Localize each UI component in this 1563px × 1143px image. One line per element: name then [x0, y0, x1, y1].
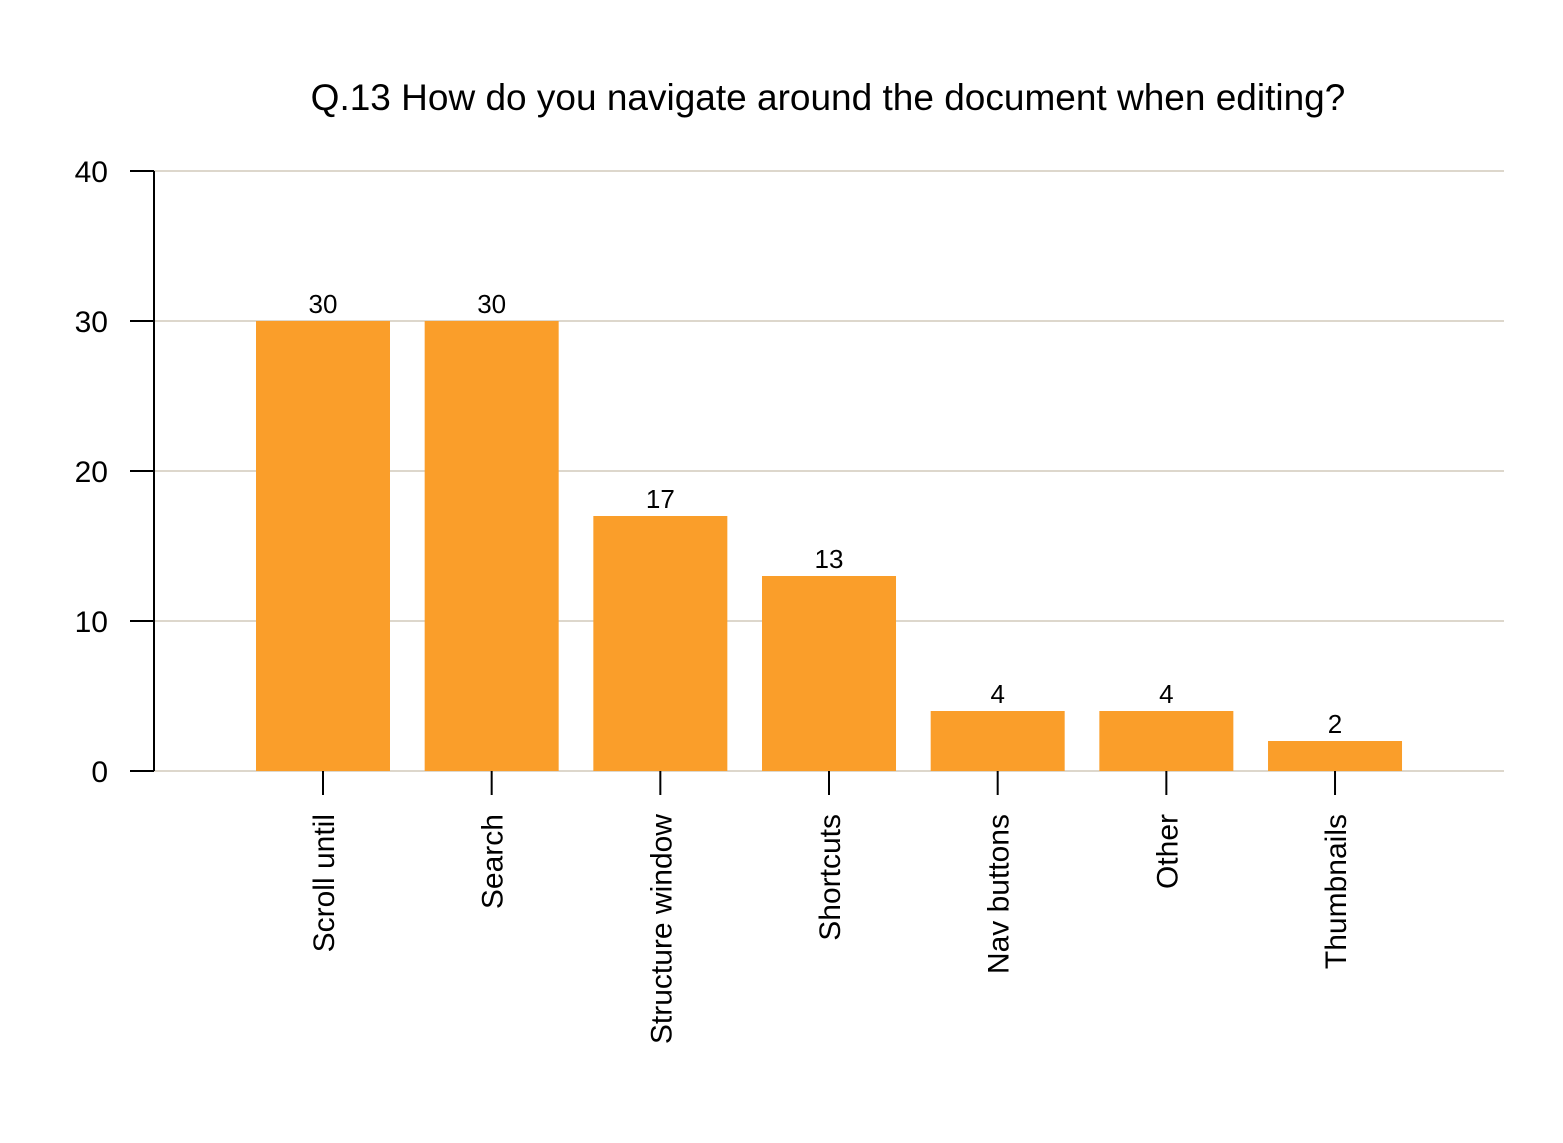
- data-label: 2: [1328, 709, 1342, 739]
- bar: [256, 321, 390, 771]
- labels: 0 10 20 30 40 30 Scroll until 30 Search 17 Structu…: [75, 156, 1353, 1044]
- x-category-label: Shortcuts: [814, 814, 847, 941]
- data-label: 13: [815, 544, 844, 574]
- data-label: 17: [646, 484, 675, 514]
- bar: [593, 516, 728, 771]
- data-label: 4: [1159, 679, 1173, 709]
- chart-title: Q.13 How do you navigate around the docu…: [311, 77, 1346, 118]
- y-tick-label: 40: [75, 156, 108, 189]
- x-category-label: Nav buttons: [983, 814, 1016, 974]
- x-category-label: Other: [1151, 814, 1184, 889]
- bar: [762, 576, 897, 771]
- bar: [1099, 711, 1234, 771]
- y-tick-label: 10: [75, 606, 108, 639]
- bar: [424, 321, 559, 771]
- data-label: 4: [990, 679, 1004, 709]
- data-label: 30: [309, 289, 338, 319]
- y-tick-label: 20: [75, 456, 108, 489]
- y-tick-label: 30: [75, 306, 108, 339]
- x-category-label: Search: [477, 814, 510, 909]
- bar: [1268, 741, 1403, 771]
- bars: [256, 321, 1403, 771]
- y-tick-label: 0: [91, 756, 108, 789]
- x-category-label: Thumbnails: [1320, 814, 1353, 969]
- axes: [130, 170, 1337, 795]
- data-label: 30: [477, 289, 506, 319]
- x-category-label: Scroll until: [308, 814, 341, 952]
- bar: [930, 711, 1065, 771]
- x-category-label: Structure window: [645, 814, 678, 1044]
